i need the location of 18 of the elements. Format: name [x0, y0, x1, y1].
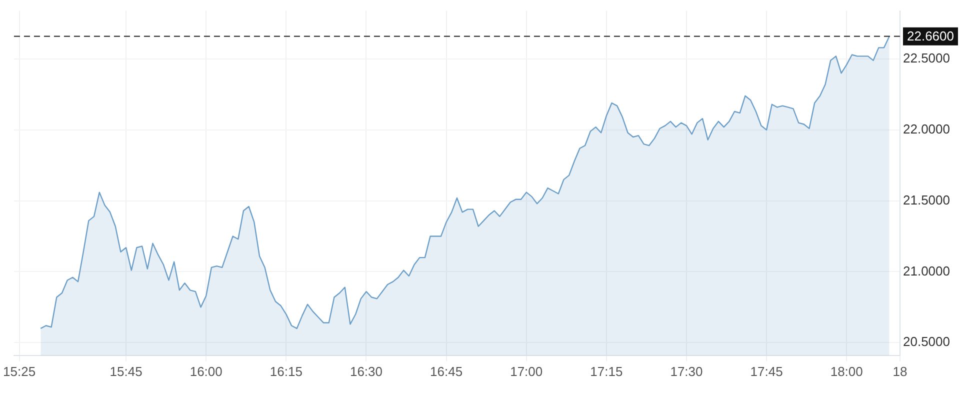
y-tick-label: 20.5000 [903, 334, 950, 350]
x-tick-label: 16:30 [350, 364, 383, 379]
x-tick-label: 16:00 [190, 364, 222, 379]
x-tick-label: 18:00 [830, 364, 863, 379]
x-tick-label: 16:15 [270, 364, 302, 379]
y-tick-label: 22.0000 [903, 122, 950, 136]
x-tick-label: 17:00 [510, 364, 543, 379]
x-tick-label: 16:45 [430, 364, 463, 379]
y-tick-label: 21.0000 [903, 263, 950, 278]
ref-line-label: 22.6600 [907, 28, 954, 44]
x-tick-label: 18 [892, 364, 908, 379]
y-tick-label: 21.5000 [903, 192, 950, 208]
x-tick-label: 17:45 [750, 364, 783, 379]
x-tick-label: 17:30 [670, 364, 703, 379]
x-tick-label: 15:45 [110, 364, 142, 379]
x-tick-label: 17:15 [590, 364, 623, 379]
x-tick-label: 15:25 [3, 364, 36, 379]
y-tick-label: 22.5000 [903, 50, 950, 66]
